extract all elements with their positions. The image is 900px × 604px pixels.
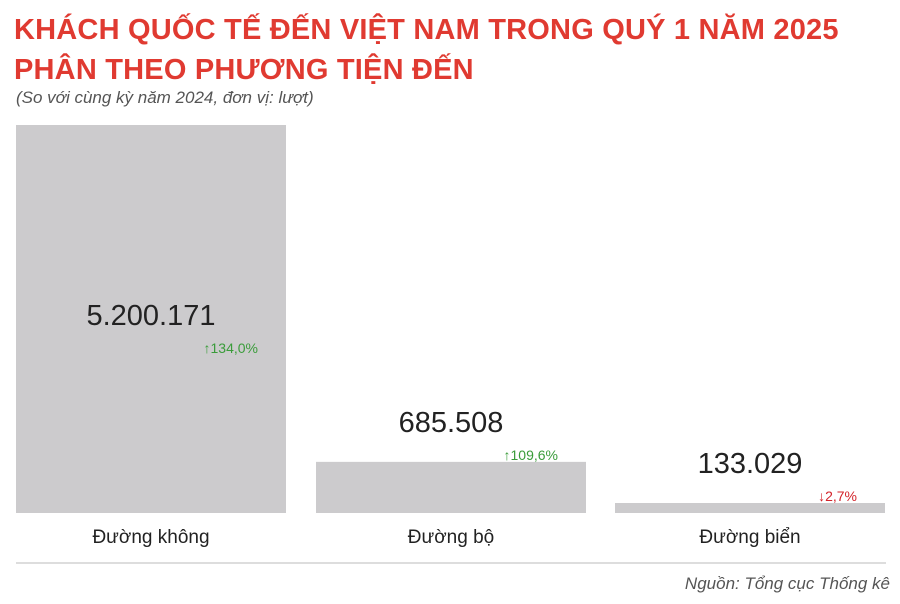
change-label-1: ↑134,0% [204, 340, 258, 356]
source-note: Nguồn: Tổng cục Thống kê [684, 574, 890, 593]
category-label-2: Đường bộ [408, 527, 494, 548]
chart-title-line-1: KHÁCH QUỐC TẾ ĐẾN VIỆT NAM TRONG QUÝ 1 N… [14, 14, 839, 46]
category-label-1: Đường không [92, 527, 209, 548]
bar-3 [615, 503, 885, 513]
chart-title: KHÁCH QUỐC TẾ ĐẾN VIỆT NAM TRONG QUÝ 1 N… [14, 10, 839, 90]
change-label-2: ↑109,6% [504, 447, 558, 463]
category-label-3: Đường biển [699, 527, 800, 548]
chart-title-line-2: PHÂN THEO PHƯƠNG TIỆN ĐẾN [14, 54, 474, 86]
chart-subtitle: (So với cùng kỳ năm 2024, đơn vị: lượt) [16, 88, 314, 107]
change-label-3: ↓2,7% [818, 488, 857, 504]
bar-2 [316, 461, 586, 513]
value-label-3: 133.029 [698, 448, 803, 480]
value-label-2: 685.508 [399, 407, 504, 439]
value-label-1: 5.200.171 [86, 300, 215, 332]
bar-1 [16, 125, 286, 513]
